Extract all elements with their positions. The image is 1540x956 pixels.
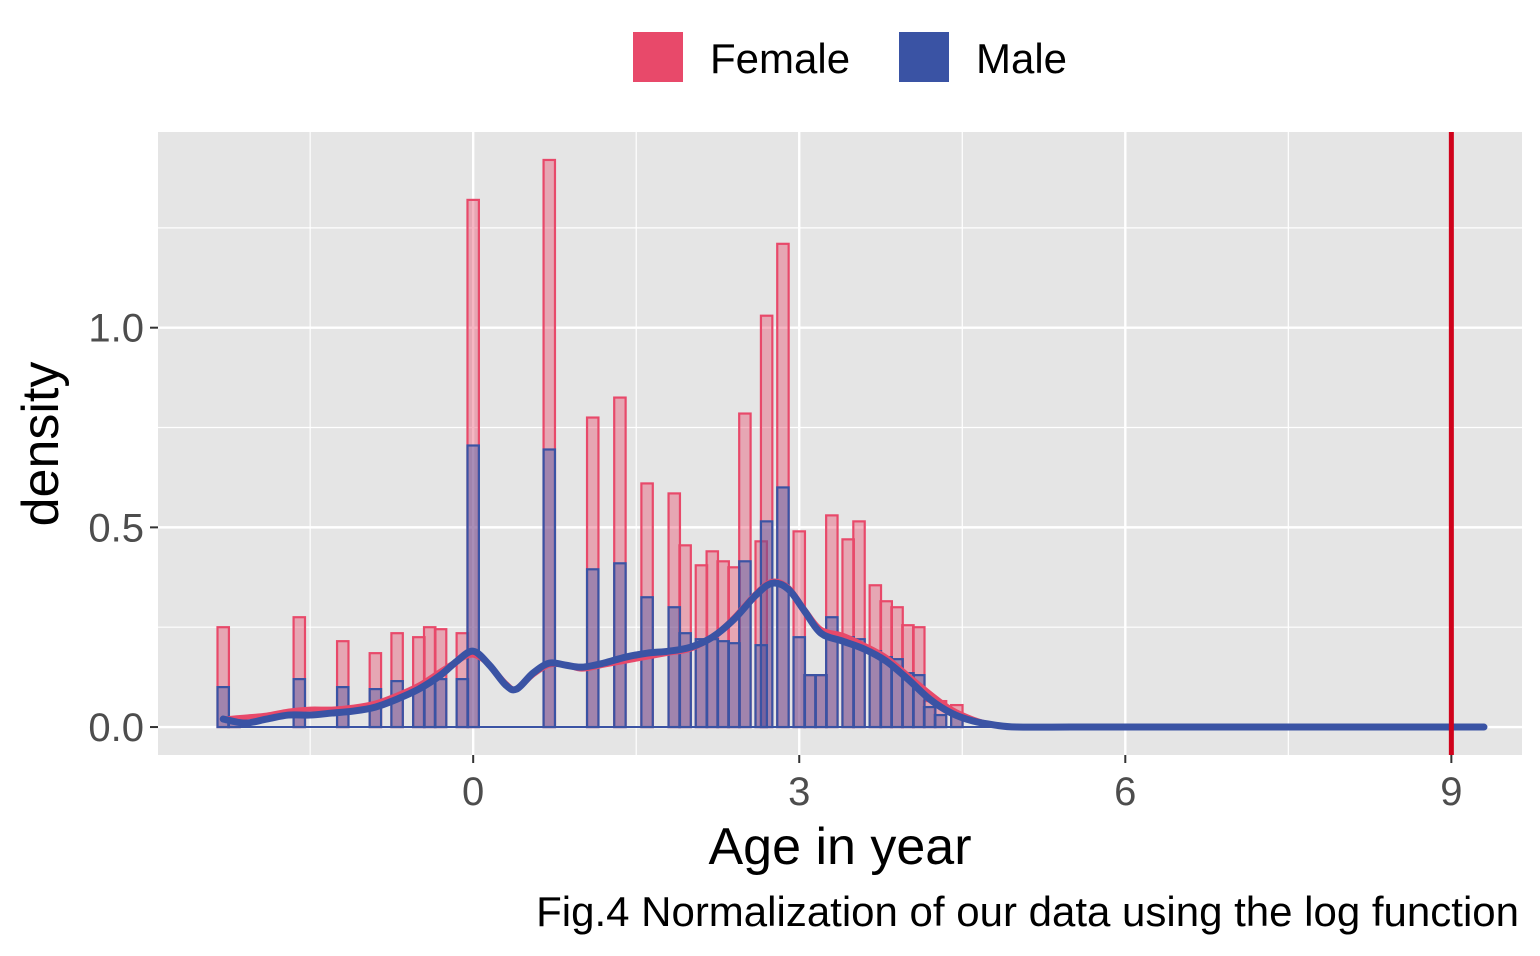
x-tick-label: 0 [462, 770, 484, 814]
male-histogram-bar [738, 560, 752, 729]
male-histogram-bar [792, 636, 807, 729]
male-histogram-bar [727, 642, 741, 729]
male-histogram-bar [852, 638, 866, 729]
male-histogram-bar [868, 650, 883, 729]
male-histogram [216, 444, 1484, 729]
x-tick-label: 3 [788, 770, 810, 814]
legend-key-male [899, 32, 949, 82]
male-histogram-bar [803, 674, 817, 729]
male-histogram-bar [716, 640, 730, 729]
male-histogram-bar [705, 638, 720, 729]
male-histogram-bar [433, 678, 448, 729]
y-axis-ticks: 0.0 0.5 1.0 [88, 307, 158, 750]
male-histogram-bar [466, 444, 480, 729]
density-curves [219, 578, 1488, 731]
y-tick-label: 0.5 [88, 506, 144, 550]
male-histogram-bar [585, 568, 600, 729]
male-histogram-bar [933, 713, 948, 729]
male-histogram-bar [667, 606, 682, 729]
male-histogram-bar [694, 638, 709, 729]
legend-label-male: Male [976, 35, 1067, 82]
male-histogram-bar [814, 674, 828, 729]
y-tick-label: 1.0 [88, 307, 144, 351]
male-histogram-bar [542, 448, 557, 729]
male-histogram-bar [292, 678, 307, 729]
male-histogram-bar [455, 678, 470, 729]
x-tick-label: 6 [1114, 770, 1136, 814]
figure-caption: Fig.4 Normalization of our data using th… [536, 888, 1519, 935]
male-histogram-bar [776, 486, 790, 729]
y-tick-label: 0.0 [88, 706, 144, 750]
male-histogram-bar [640, 596, 654, 729]
x-axis-title: Age in year [708, 818, 971, 876]
male-histogram-bar [759, 520, 774, 729]
legend-label-female: Female [710, 35, 850, 82]
legend: Female Male [633, 32, 1067, 82]
x-tick-label: 9 [1440, 770, 1462, 814]
legend-key-female [633, 32, 683, 82]
x-axis-ticks: 0 3 6 9 [462, 755, 1462, 814]
male-density-curve [219, 579, 1488, 731]
male-histogram-bar [613, 562, 627, 729]
y-axis-title: density [12, 362, 70, 527]
male-histogram-bar [922, 705, 937, 729]
male-histogram-bar [841, 636, 855, 729]
plot-panel [158, 132, 1522, 755]
